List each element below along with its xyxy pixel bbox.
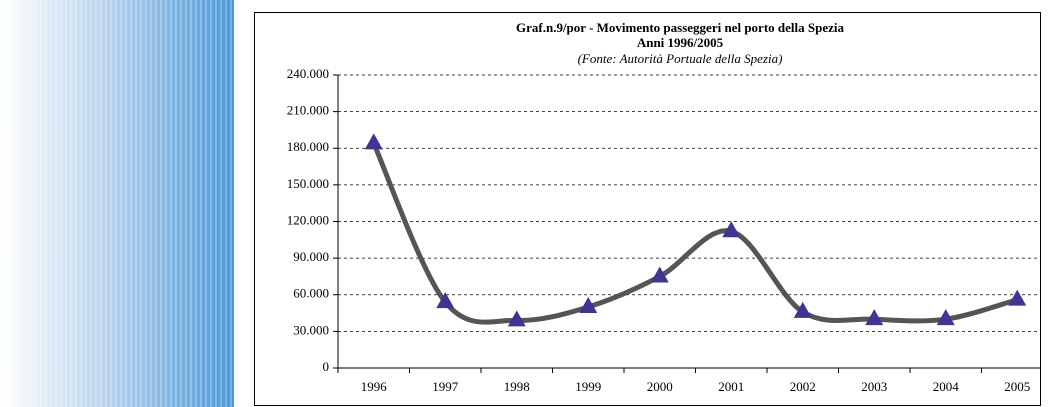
y-tick-label: 120.000 <box>287 212 329 227</box>
x-tick-label: 2003 <box>861 379 887 394</box>
x-tick-label: 2002 <box>790 379 816 394</box>
x-tick-label: 2000 <box>647 379 673 394</box>
marker <box>579 296 598 313</box>
chart-title: Graf.n.9/por - Movimento passeggeri nel … <box>516 20 844 35</box>
x-tick-label: 1998 <box>504 379 530 394</box>
y-tick-label: 210.000 <box>287 103 329 118</box>
x-tick-label: 1996 <box>361 379 388 394</box>
marker <box>507 310 526 327</box>
chart-subtitle: Anni 1996/2005 <box>637 35 724 50</box>
side-panel <box>0 0 234 407</box>
line <box>371 142 1018 325</box>
y-tick-label: 240.000 <box>287 66 329 81</box>
x-tick-label: 2001 <box>718 379 744 394</box>
marker <box>722 221 741 238</box>
marker <box>436 292 455 309</box>
marker <box>865 309 884 326</box>
y-tick-label: 0 <box>323 359 330 374</box>
y-tick-label: 180.000 <box>287 139 329 154</box>
marker <box>650 266 669 283</box>
chart-source: (Fonte: Autorità Portuale della Spezia) <box>578 51 783 66</box>
y-tick-label: 150.000 <box>287 176 329 191</box>
y-tick-label: 60.000 <box>293 286 329 301</box>
chart-frame <box>254 12 1041 406</box>
x-tick-label: 1999 <box>575 379 601 394</box>
x-tick-label: 1997 <box>432 379 459 394</box>
marker <box>793 301 812 318</box>
y-tick-label: 90.000 <box>293 249 329 264</box>
x-tick-label: 2004 <box>933 379 960 394</box>
marker <box>364 133 383 150</box>
y-tick-label: 30.000 <box>293 322 329 337</box>
marker <box>936 309 955 326</box>
x-tick-label: 2005 <box>1004 379 1030 394</box>
marker <box>1008 289 1027 306</box>
